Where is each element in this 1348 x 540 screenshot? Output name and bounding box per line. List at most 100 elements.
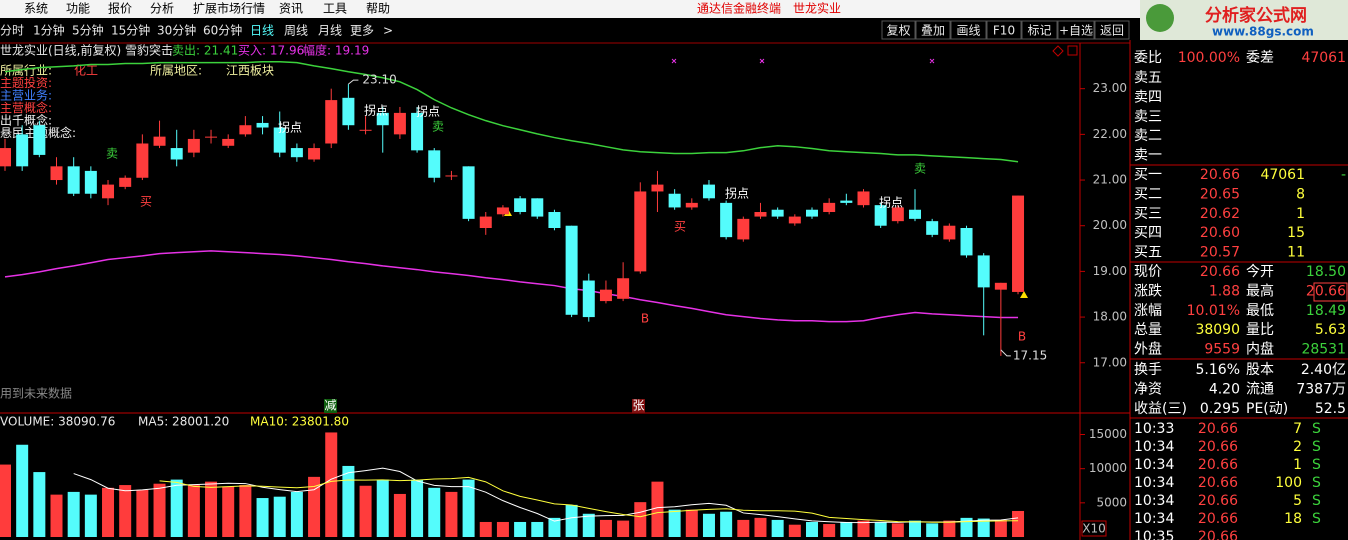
quote-text: 卖三 [1134, 109, 1162, 125]
volume-bar [462, 479, 475, 537]
menu-item[interactable]: 系统 [24, 2, 48, 16]
quote-text: 20.66 [1198, 529, 1238, 540]
candle-body [754, 212, 767, 217]
quote-text: 9559 [1204, 342, 1240, 358]
tool-button[interactable] [1021, 20, 1058, 40]
icon[interactable] [1052, 45, 1064, 57]
annotation: B [641, 312, 649, 326]
indicator: 卖出: 21.41 [172, 44, 238, 58]
indicator: 买入: 17.96 [238, 44, 304, 58]
quote-text: 47061 [1301, 50, 1346, 66]
tool-label[interactable]: 返回 [1100, 24, 1124, 38]
quote-text: 买四 [1134, 225, 1162, 241]
candle-body [222, 138, 235, 146]
quote-text: 10:35 [1134, 529, 1174, 540]
quote-text: 5 [1293, 493, 1302, 509]
signal-triangle [1020, 291, 1028, 298]
period-tab[interactable]: 30分钟 [157, 23, 196, 38]
volume-bar [67, 491, 80, 537]
volume-bar [308, 476, 321, 537]
volume-bar [771, 519, 784, 537]
volume-bar [754, 517, 767, 537]
annotation: 买 [140, 195, 152, 209]
menu-item[interactable]: 帮助 [366, 2, 390, 16]
candle-body [462, 166, 475, 219]
y-tick-label: 19.00 [1093, 264, 1127, 278]
volume-bar [0, 464, 11, 537]
quote-text: 20.60 [1200, 225, 1240, 241]
quote-text: 18 [1284, 511, 1302, 527]
period-tab[interactable]: 周线 [284, 24, 308, 38]
candle-body [359, 129, 372, 131]
quote-text: 委比 [1134, 50, 1162, 66]
tool-label[interactable]: 叠加 [921, 24, 945, 38]
period-tab[interactable]: 5分钟 [72, 23, 104, 38]
max-leader [348, 79, 359, 85]
candle-body [411, 112, 424, 151]
candle-body [170, 148, 183, 160]
volume-bar [823, 524, 836, 537]
tool-button[interactable] [915, 20, 951, 40]
icon[interactable] [1067, 45, 1078, 56]
volume-bar [960, 517, 973, 537]
tool-label[interactable]: 复权 [886, 24, 910, 38]
volume-bar [102, 487, 115, 537]
quote-text: 20.66 [1198, 493, 1238, 509]
candle-body [582, 280, 595, 318]
y-tick-label: 10000 [1089, 461, 1127, 475]
volume-bar [668, 509, 681, 537]
tool-button[interactable] [881, 20, 916, 40]
tool-label[interactable]: 画线 [956, 24, 980, 38]
quote-text: 5.63 [1315, 322, 1346, 338]
period-tab[interactable]: 15分钟 [111, 23, 150, 38]
candle-body [565, 225, 578, 315]
menu-item[interactable]: 扩展市场行情 [193, 1, 265, 16]
period-tab[interactable]: 1分钟 [33, 23, 65, 38]
tool-label[interactable]: +自选 [1059, 24, 1093, 38]
logo-area [1140, 0, 1348, 40]
menu-item[interactable]: 工具 [323, 2, 347, 16]
menu-item[interactable]: 分析 [150, 2, 174, 16]
period-tab[interactable]: 月线 [318, 24, 342, 38]
volume-bar [222, 486, 235, 537]
candle-body [634, 191, 647, 272]
flag-box [632, 399, 645, 413]
chart-title: 世龙实业(日线,前复权) 雪豹突击 [0, 43, 173, 58]
volume-bar [342, 465, 355, 537]
candle-body [909, 209, 922, 219]
period-tab[interactable]: 更多 [350, 24, 374, 38]
tool-label[interactable]: F10 [993, 24, 1015, 38]
candle-body [823, 202, 836, 213]
period-tab[interactable]: 60分钟 [203, 23, 242, 38]
period-tab[interactable]: 日线 [250, 24, 274, 38]
menu-item[interactable]: 资讯 [279, 2, 303, 16]
quote-text: 1 [1293, 457, 1302, 473]
menu-item[interactable]: 功能 [66, 2, 90, 16]
tool-label[interactable]: 标记 [1027, 24, 1051, 38]
period-tab[interactable]: > [383, 24, 393, 38]
volume-bar [926, 523, 939, 537]
candle-body [205, 136, 218, 138]
volume-bar [943, 520, 956, 537]
period-tab[interactable]: 分时 [0, 24, 24, 38]
tool-button[interactable] [950, 20, 987, 40]
volume-bar [273, 496, 286, 537]
y-tick-label: 15000 [1089, 427, 1127, 441]
tool-button[interactable] [986, 20, 1022, 40]
tool-button[interactable] [1094, 20, 1130, 40]
volume-bar [205, 481, 218, 537]
volume-bar [33, 472, 46, 537]
quote-text: 量比 [1246, 322, 1274, 338]
quote-text: 5.16% [1196, 362, 1240, 378]
volume-bar [84, 494, 97, 537]
tool-button[interactable] [1057, 20, 1095, 40]
candle-body [599, 289, 612, 302]
quote-text: 买五 [1134, 245, 1162, 261]
overlay-line [4, 250, 1019, 323]
flag: 张 [632, 399, 644, 413]
top-markers [671, 58, 935, 64]
volume-bar [16, 444, 29, 537]
menu-item[interactable]: 报价 [108, 1, 132, 16]
candle-body [977, 255, 990, 288]
volume-bar [634, 502, 647, 537]
